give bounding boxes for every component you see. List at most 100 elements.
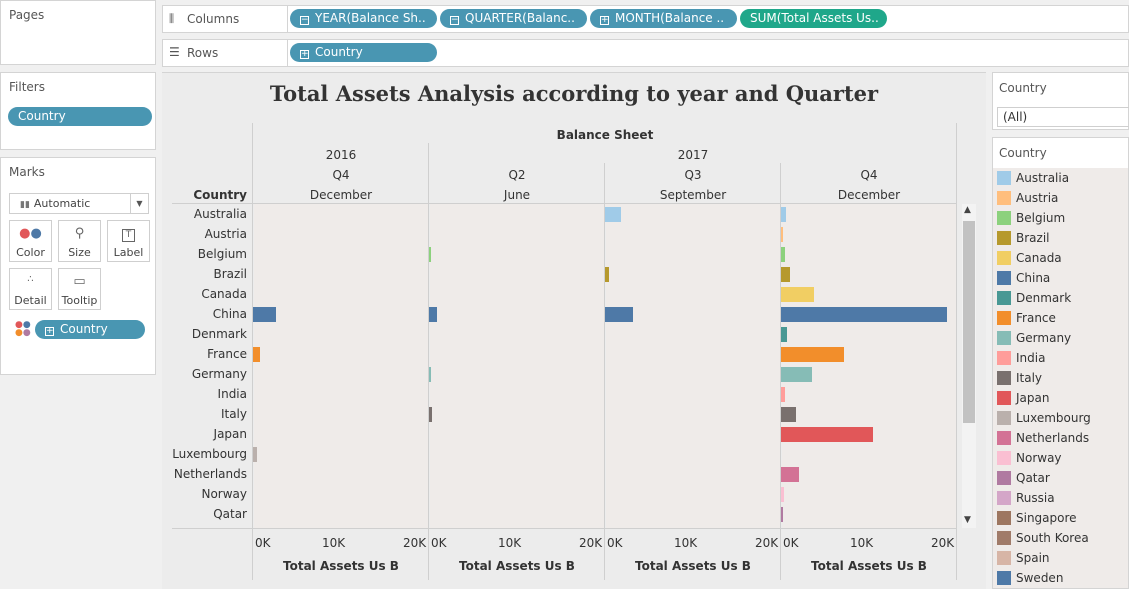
bar-germany[interactable] [429, 366, 431, 382]
bar-qatar[interactable] [781, 506, 783, 522]
legend-swatch [997, 431, 1011, 445]
axis-tick-label: 20K [755, 536, 779, 550]
bar-germany[interactable] [781, 366, 812, 382]
filters-title: Filters [9, 80, 45, 94]
legend-swatch [997, 231, 1011, 245]
row-label: Australia [193, 207, 247, 221]
axis-tick-label: 20K [931, 536, 955, 550]
bar-belgium[interactable] [781, 246, 785, 262]
bar-australia[interactable] [781, 206, 787, 222]
bar-china[interactable] [429, 306, 437, 322]
country-filter-dropdown[interactable]: (All) [997, 107, 1129, 127]
bar-chart-icon: ▮▮ [20, 200, 30, 210]
columns-icon: ⫼ [169, 12, 175, 25]
header-month: September [659, 188, 727, 202]
rows-pill-country[interactable]: + Country [290, 43, 437, 62]
bar-india[interactable] [781, 386, 786, 402]
legend-label: Singapore [1016, 511, 1077, 525]
marks-tooltip-button[interactable]: ▭ Tooltip [58, 268, 101, 310]
legend-swatch [997, 291, 1011, 305]
marks-pill-country[interactable]: + Country [35, 320, 145, 339]
legend-swatch [997, 191, 1011, 205]
color-pill-icon: ●● ●● [15, 320, 31, 338]
mark-type-dropdown[interactable]: ▮▮ Automatic ▼ [9, 193, 149, 214]
axis-title: Total Assets Us B [635, 559, 751, 573]
axis-title: Total Assets Us B [811, 559, 927, 573]
filters-card[interactable]: Filters Country [0, 72, 156, 150]
header-year: 2017 [677, 148, 709, 162]
rows-label: Rows [187, 46, 219, 60]
legend-swatch [997, 211, 1011, 225]
bar-belgium[interactable] [429, 246, 431, 262]
marks-label-button[interactable]: T Label [107, 220, 150, 262]
legend-label: Qatar [1016, 471, 1050, 485]
pages-card[interactable]: Pages [0, 0, 156, 65]
legend-swatch [997, 351, 1011, 365]
legend-swatch [997, 511, 1011, 525]
row-label: Qatar [213, 507, 247, 521]
scroll-up-icon[interactable]: ▲ [964, 205, 971, 215]
marks-title: Marks [9, 165, 45, 179]
plot-pane [254, 204, 429, 528]
marks-color-button[interactable]: ●● Color [9, 220, 52, 262]
pane-divider [252, 123, 253, 580]
axis-tick-label: 20K [403, 536, 427, 550]
legend-label: Norway [1016, 451, 1062, 465]
pane-divider [780, 163, 781, 580]
bar-china[interactable] [253, 306, 277, 322]
row-label: Italy [220, 407, 247, 421]
bar-italy[interactable] [429, 406, 432, 422]
scroll-down-icon[interactable]: ▼ [964, 515, 971, 525]
bar-luxembourg[interactable] [253, 446, 258, 462]
row-label: Germany [191, 367, 247, 381]
legend-swatch [997, 491, 1011, 505]
row-label: Japan [213, 427, 247, 441]
columns-pill-year[interactable]: − YEAR(Balance Sh.. [290, 9, 437, 28]
axis-tick-label: 10K [498, 536, 522, 550]
legend-label: France [1016, 311, 1056, 325]
scrollbar-thumb[interactable] [963, 221, 975, 423]
columns-pill-sum-assets[interactable]: SUM(Total Assets Us.. [740, 9, 887, 28]
chevron-down-icon: ▼ [130, 194, 148, 213]
country-filter-card[interactable]: Country (All) [992, 72, 1129, 130]
axis-tick-label: 20K [579, 536, 603, 550]
header-balance-sheet: Balance Sheet [556, 128, 654, 142]
bar-china[interactable] [781, 306, 948, 322]
plot-pane [430, 204, 605, 528]
row-label: Brazil [213, 267, 248, 281]
columns-pill-month[interactable]: + MONTH(Balance .. [590, 9, 737, 28]
bar-australia[interactable] [605, 206, 621, 222]
bar-norway[interactable] [781, 486, 784, 502]
bar-france[interactable] [781, 346, 845, 362]
bar-japan[interactable] [781, 426, 873, 442]
legend-swatch [997, 451, 1011, 465]
bar-italy[interactable] [781, 406, 797, 422]
marks-detail-button[interactable]: ∴ Detail [9, 268, 52, 310]
legend-swatch [997, 171, 1011, 185]
bar-canada[interactable] [781, 286, 814, 302]
color-legend-card[interactable]: Country Australia Austria Belgium Brazil Can… [992, 137, 1129, 589]
bar-denmark[interactable] [781, 326, 787, 342]
legend-swatch [997, 391, 1011, 405]
bar-france[interactable] [253, 346, 260, 362]
header-quarter: Q2 [508, 168, 526, 182]
row-label: Belgium [197, 247, 247, 261]
bar-brazil[interactable] [781, 266, 791, 282]
header-quarter: Q4 [332, 168, 350, 182]
filter-pill-country[interactable]: Country [8, 107, 152, 126]
bar-brazil[interactable] [605, 266, 610, 282]
chart-canvas: Total Assets Analysis according to year … [162, 72, 986, 589]
axis-baseline [172, 528, 957, 529]
legend-label: Denmark [1016, 291, 1072, 305]
label-icon: T [108, 226, 149, 246]
row-label: Luxembourg [172, 447, 247, 461]
row-label: Norway [201, 487, 247, 501]
bar-austria[interactable] [781, 226, 783, 242]
bar-netherlands[interactable] [781, 466, 799, 482]
header-quarter: Q3 [684, 168, 702, 182]
marks-card[interactable]: Marks ▮▮ Automatic ▼ ●● Color ⚲ Size T La… [0, 157, 156, 375]
legend-list: Australia Austria Belgium Brazil Canada China… [993, 168, 1128, 588]
marks-size-button[interactable]: ⚲ Size [58, 220, 101, 262]
bar-china[interactable] [605, 306, 633, 322]
columns-pill-quarter[interactable]: − QUARTER(Balanc.. [440, 9, 587, 28]
